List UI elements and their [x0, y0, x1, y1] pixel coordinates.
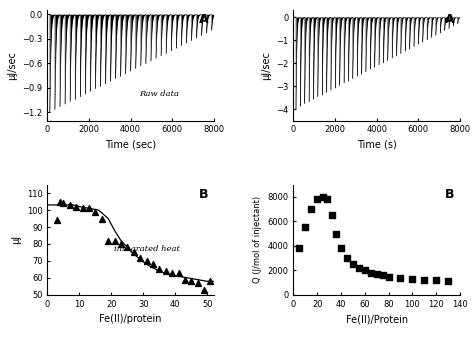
Point: [373, 272, 381, 277]
Point: [149, 262, 157, 267]
Point: [53, 218, 61, 223]
X-axis label: Fe(II)/protein: Fe(II)/protein: [99, 314, 162, 324]
Text: B: B: [199, 188, 209, 201]
Point: [337, 246, 345, 251]
Text: integrated heat: integrated heat: [114, 245, 180, 253]
Point: [79, 206, 86, 211]
Point: [91, 209, 99, 215]
Point: [444, 279, 452, 284]
X-axis label: Fe(II)/Protein: Fe(II)/Protein: [346, 314, 408, 324]
X-axis label: Time (s): Time (s): [357, 140, 397, 150]
Point: [313, 197, 321, 202]
Point: [111, 238, 118, 243]
Point: [361, 268, 369, 273]
Point: [181, 277, 189, 282]
Point: [323, 197, 330, 202]
Point: [73, 204, 80, 210]
Point: [296, 246, 303, 251]
Point: [432, 278, 440, 283]
Point: [420, 278, 428, 283]
Point: [332, 231, 340, 236]
Point: [188, 279, 195, 284]
Point: [397, 275, 404, 280]
Point: [308, 206, 315, 212]
Point: [104, 238, 112, 243]
Point: [319, 194, 327, 200]
Point: [98, 216, 106, 221]
Point: [343, 255, 351, 261]
Point: [207, 279, 214, 284]
Point: [117, 241, 125, 247]
Point: [137, 255, 144, 260]
Point: [379, 273, 386, 278]
X-axis label: Time (sec): Time (sec): [105, 140, 156, 150]
Text: Raw data: Raw data: [139, 89, 179, 98]
Y-axis label: μJ: μJ: [11, 235, 21, 244]
Point: [155, 267, 163, 272]
Point: [367, 270, 374, 276]
Y-axis label: μJ/sec: μJ/sec: [261, 51, 271, 80]
Point: [349, 262, 356, 267]
Point: [175, 270, 182, 276]
Text: A: A: [199, 14, 209, 26]
Point: [355, 265, 363, 271]
Point: [56, 199, 64, 204]
Point: [130, 250, 137, 255]
Point: [168, 270, 176, 276]
Point: [201, 287, 208, 293]
Text: A: A: [445, 14, 455, 26]
Point: [385, 274, 392, 279]
Point: [85, 206, 93, 211]
Point: [194, 280, 201, 286]
Point: [143, 258, 150, 264]
Point: [162, 268, 170, 274]
Point: [328, 213, 335, 218]
Point: [124, 245, 131, 250]
Y-axis label: μJ/sec: μJ/sec: [7, 51, 17, 80]
Point: [301, 225, 309, 230]
Y-axis label: Q (J/mol of injectant): Q (J/mol of injectant): [253, 196, 262, 283]
Text: B: B: [445, 188, 455, 201]
Point: [409, 276, 416, 282]
Point: [66, 202, 73, 208]
Point: [60, 201, 67, 206]
